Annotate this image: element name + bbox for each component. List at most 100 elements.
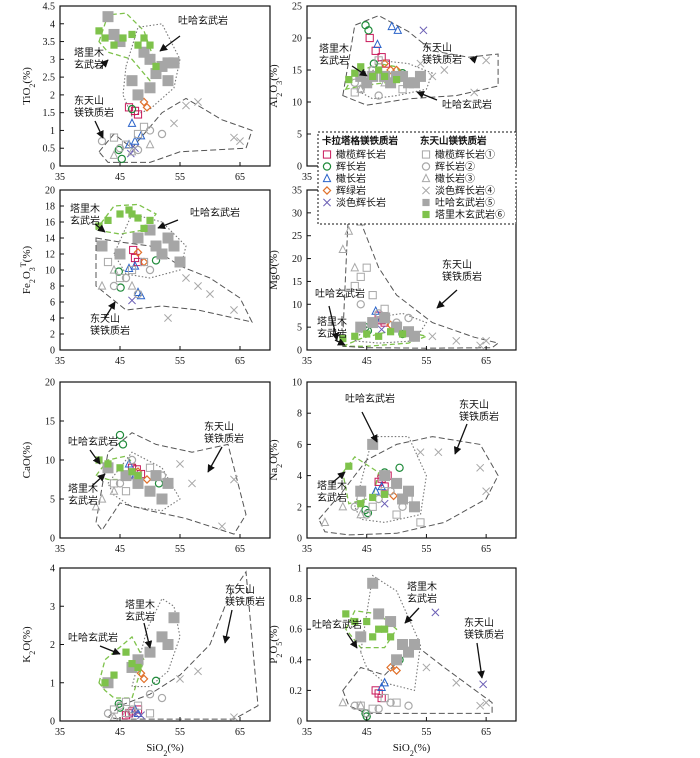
annotation-label: 东天山 [225,583,255,596]
y-axis-label: CaO(%) [21,441,33,478]
y-tick-label: 2 [50,90,55,101]
x-tick-label: 55 [175,544,185,555]
panel-3: 35 45 55 65 0 2 4 6 8 10 12 14 16 18 20 Fe2O3T(%) 塔里木玄武岩… [19,186,271,367]
data-point [97,493,107,503]
panel-8: 35 45 55 65 0 0.2 0.4 0.6 0.8 1 P2O5(%) SiO2(%) 塔里木玄… [268,564,517,758]
data-point [120,470,132,482]
x-tick-label: 45 [115,356,125,367]
data-point [109,485,119,495]
y-axis-label: Al2O3(%) [268,64,284,108]
data-point [408,639,420,650]
data-point [133,110,143,119]
annotation-label: 玄武岩 [68,494,98,507]
data-point [139,122,149,131]
x-tick-label: 65 [235,727,245,738]
annotation-label: 镁铁质岩 [74,106,114,119]
data-point [188,479,196,488]
data-point [356,509,366,519]
x-tick-label: 65 [481,727,491,738]
y-tick-label: 5 [297,130,302,141]
data-point [156,631,168,643]
annotation-arrow [328,305,340,341]
data-point [361,77,373,89]
data-point [356,300,365,309]
data-point [136,668,146,678]
annotation-label: 玄武岩 [407,592,437,605]
data-point [176,459,184,468]
annotation-label: 镁铁质岩 [225,595,265,608]
y-tick-label: 18 [45,202,55,213]
data-point [102,462,114,474]
data-points [95,11,244,164]
data-point [151,256,161,265]
y-tick-label: 0 [297,534,302,545]
legend-icon [422,186,430,195]
x-tick-label: 35 [55,544,65,555]
data-point [397,493,409,505]
data-point [368,502,377,511]
data-point [374,91,383,100]
data-point [128,296,136,305]
annotation-label: 塔里木 [70,202,100,215]
annotation-arrow [416,90,438,101]
x-tick-label: 35 [302,172,312,183]
data-point [145,139,155,149]
data-point [428,72,437,81]
y-tick-label: 3 [50,602,55,613]
plot-frame [306,381,517,539]
dark-field-outline [95,432,247,535]
data-point [95,27,103,35]
data-point [133,129,143,139]
data-point [130,135,140,145]
legend-item-label: 淡色辉长岩④ [435,184,495,197]
x-tick-label: 65 [235,356,245,367]
y-tick-label: 30 [292,208,302,219]
legend-item-label: 辉绿岩 [336,184,366,197]
data-point [133,287,143,296]
annotation-arrow [469,55,478,64]
data-point [440,66,449,74]
data-point [124,263,134,272]
y-tick-label: 10 [292,300,302,311]
data-point [145,126,155,135]
data-point [151,676,161,686]
data-point [117,154,127,164]
x-tick-label: 55 [421,727,431,738]
data-points [91,430,238,531]
data-point [404,313,413,323]
annotation-label: 玄武岩 [70,214,100,227]
legend-icon [322,186,332,195]
x-tick-label: 45 [362,727,372,738]
data-point [127,146,137,156]
field-regions [94,432,247,535]
data-point [119,34,127,42]
data-point [363,617,371,626]
data-point [118,440,128,449]
legend-item-label: 辉长岩② [435,160,475,173]
y-tick-label: 0.8 [290,594,303,605]
data-point [479,680,488,689]
y-tick-label: 8 [50,282,55,293]
dark-field-outline [106,570,259,720]
data-point [168,57,180,69]
x-tick-label: 45 [362,544,372,555]
field-regions [342,574,493,714]
data-point [397,639,409,650]
data-point [136,290,146,300]
data-point [109,281,119,291]
data-point [101,679,109,687]
annotation-arrow [334,338,346,346]
annotation-label: 吐哈玄武岩 [315,287,365,300]
data-point [320,517,330,526]
data-point [434,448,443,457]
y-axis-label: K2O(%) [21,626,37,663]
y-tick-label: 35 [292,186,302,197]
x-tick-label: 45 [115,727,125,738]
data-point [386,698,395,707]
data-point [109,150,119,159]
annotation-arrow [476,642,485,679]
annotation-label: 玄武岩 [319,54,349,67]
data-point [134,663,142,672]
data-point [144,646,156,658]
